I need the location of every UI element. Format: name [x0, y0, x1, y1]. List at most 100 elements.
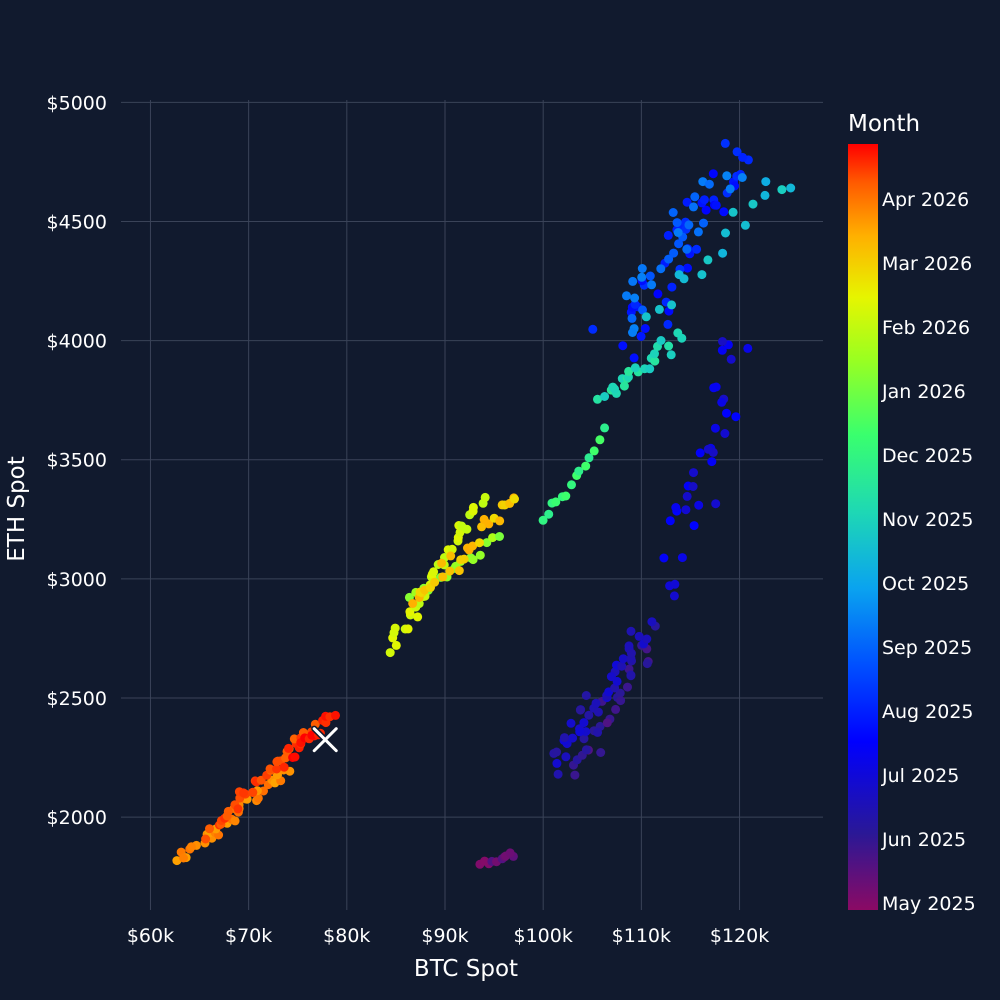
- colorbar-label: Nov 2025: [882, 509, 973, 531]
- data-point: [575, 705, 585, 715]
- data-point: [666, 350, 676, 360]
- data-point: [663, 230, 673, 240]
- data-point: [616, 696, 626, 706]
- data-point: [579, 734, 589, 744]
- data-point: [253, 793, 263, 803]
- data-point: [704, 179, 714, 189]
- data-point: [617, 661, 627, 671]
- data-point: [186, 842, 196, 852]
- y-axis-ticks: $2000 $2500 $3000 $3500 $4000 $4500 $5000: [47, 92, 107, 829]
- colorbar-label: Oct 2025: [882, 573, 969, 595]
- y-tick-label: $3000: [47, 569, 107, 591]
- x-tick-label: $100k: [514, 925, 573, 947]
- data-point: [459, 554, 469, 564]
- data-point: [568, 733, 578, 743]
- data-point: [732, 147, 742, 157]
- data-point: [656, 336, 666, 345]
- colorbar-gradient: [848, 144, 878, 910]
- data-point: [551, 497, 561, 507]
- data-point: [618, 341, 628, 351]
- data-point: [711, 200, 721, 210]
- data-point: [290, 752, 300, 762]
- data-point: [627, 313, 637, 323]
- data-point: [279, 762, 289, 772]
- data-point: [720, 138, 730, 148]
- data-point: [624, 641, 634, 651]
- data-point: [748, 199, 758, 209]
- colorbar: Month May 2025 Jun 2025 Jul 2025 Aug 2025 Se…: [848, 111, 976, 915]
- data-point: [667, 282, 677, 292]
- data-point: [248, 787, 258, 797]
- data-point: [681, 505, 691, 515]
- data-point: [588, 324, 598, 334]
- data-point: [669, 591, 679, 601]
- data-point: [699, 195, 709, 205]
- x-tick-label: $120k: [710, 925, 769, 947]
- data-point: [721, 228, 730, 238]
- data-point: [468, 502, 478, 512]
- data-point: [561, 752, 571, 762]
- data-point: [740, 220, 750, 230]
- data-point: [703, 444, 713, 454]
- colorbar-label: Sep 2025: [882, 637, 972, 659]
- data-point: [664, 341, 674, 351]
- y-tick-label: $3500: [47, 450, 107, 472]
- data-point: [385, 648, 395, 658]
- data-point: [560, 733, 569, 743]
- data-point: [390, 623, 400, 633]
- data-point: [600, 423, 610, 433]
- data-point: [584, 453, 594, 463]
- data-point: [718, 248, 728, 258]
- data-point: [682, 491, 692, 501]
- data-point: [786, 183, 796, 193]
- x-tick-label: $90k: [421, 925, 468, 947]
- data-point: [454, 566, 464, 576]
- data-point: [446, 551, 456, 561]
- data-point: [710, 423, 720, 433]
- data-point: [659, 553, 669, 563]
- data-point: [647, 617, 657, 627]
- y-tick-label: $2500: [47, 688, 107, 710]
- data-points: [172, 138, 796, 869]
- data-point: [699, 218, 708, 228]
- y-tick-label: $4500: [47, 212, 107, 234]
- data-point: [596, 748, 606, 757]
- data-point: [697, 270, 707, 280]
- data-point: [688, 482, 698, 491]
- data-point: [566, 718, 576, 728]
- data-point: [391, 640, 401, 650]
- data-point: [567, 480, 576, 490]
- data-point: [682, 244, 692, 254]
- data-point: [684, 220, 694, 230]
- data-point: [628, 328, 637, 337]
- data-point: [307, 730, 317, 740]
- data-point: [709, 383, 719, 393]
- data-point: [222, 811, 232, 821]
- data-point: [265, 764, 275, 774]
- data-point: [731, 412, 741, 422]
- data-point: [561, 491, 571, 501]
- data-point: [544, 509, 554, 519]
- colorbar-label: May 2025: [882, 893, 976, 915]
- data-point: [230, 816, 240, 826]
- data-point: [737, 173, 747, 182]
- data-point: [777, 185, 787, 195]
- data-point: [239, 788, 248, 798]
- data-point: [738, 152, 748, 162]
- data-point: [591, 698, 601, 708]
- data-point: [650, 349, 659, 359]
- data-point: [468, 555, 478, 565]
- data-point: [667, 300, 677, 310]
- data-point: [575, 727, 585, 737]
- data-point: [637, 264, 647, 273]
- colorbar-labels: May 2025 Jun 2025 Jul 2025 Aug 2025 Sep 2025…: [881, 189, 976, 915]
- data-point: [606, 672, 616, 682]
- data-point: [671, 503, 681, 512]
- data-point: [437, 558, 447, 568]
- data-point: [682, 197, 692, 207]
- data-point: [653, 289, 663, 299]
- data-point: [677, 553, 687, 563]
- data-point: [331, 710, 340, 720]
- data-point: [645, 271, 655, 281]
